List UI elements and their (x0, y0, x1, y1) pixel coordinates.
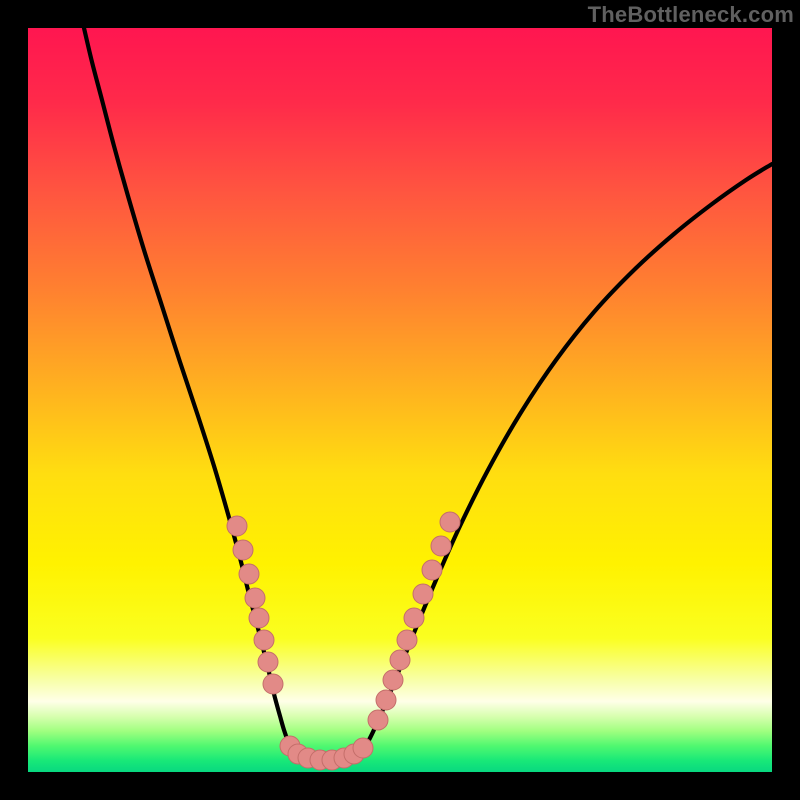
data-marker (263, 674, 283, 694)
data-marker (404, 608, 424, 628)
data-marker (397, 630, 417, 650)
bottleneck-v-curve-chart (28, 28, 772, 772)
watermark-text: TheBottleneck.com (588, 2, 794, 28)
data-marker (245, 588, 265, 608)
data-marker (431, 536, 451, 556)
data-marker (249, 608, 269, 628)
data-marker (368, 710, 388, 730)
data-marker (383, 670, 403, 690)
data-marker (239, 564, 259, 584)
data-marker (390, 650, 410, 670)
data-marker (227, 516, 247, 536)
data-marker (353, 738, 373, 758)
data-marker (422, 560, 442, 580)
data-marker (258, 652, 278, 672)
data-marker (440, 512, 460, 532)
data-marker (233, 540, 253, 560)
data-marker (413, 584, 433, 604)
data-marker (254, 630, 274, 650)
data-marker (376, 690, 396, 710)
